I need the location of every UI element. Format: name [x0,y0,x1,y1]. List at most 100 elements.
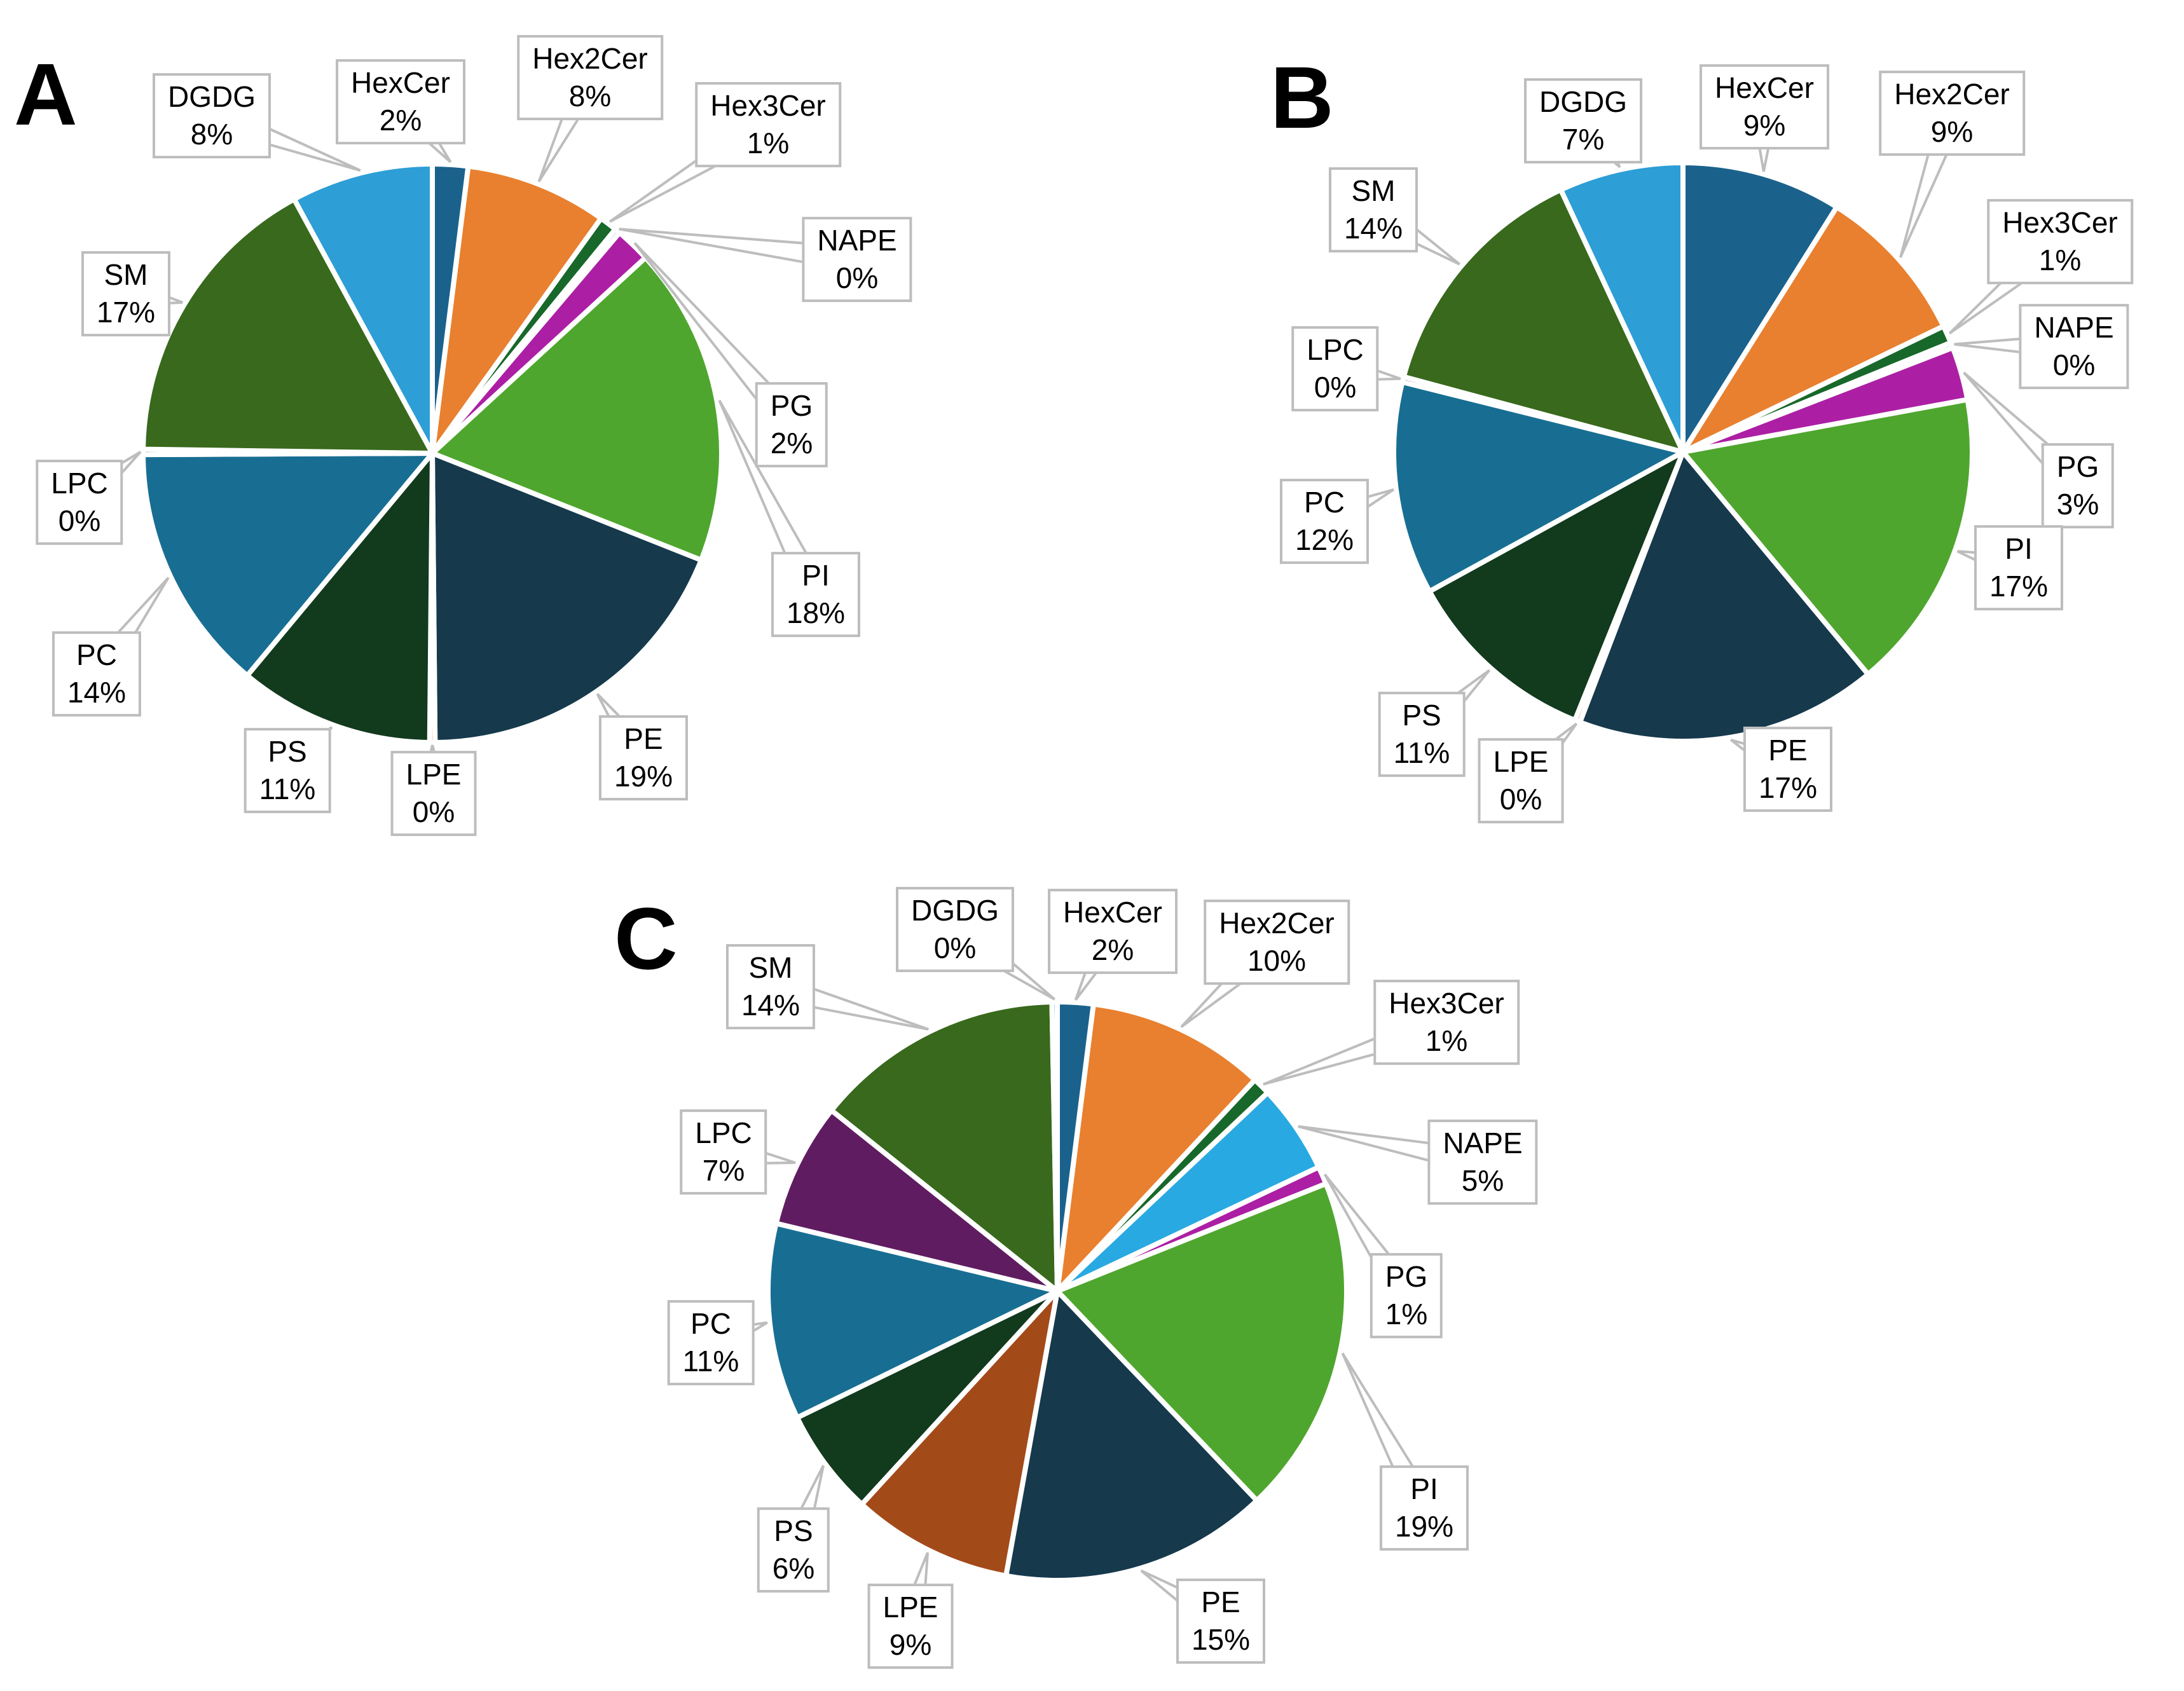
callout-label-sm: SM 17% [81,251,171,336]
pie-C-slices [766,999,1350,1583]
slice-percent: 1% [2038,243,2082,277]
slice-name: PC [1304,486,1345,519]
slice-percent: 15% [1191,1623,1251,1656]
callout-label-pc: PC 11% [667,1300,755,1385]
slice-name: LPE [883,1591,938,1624]
callout-label-nape: NAPE 5% [1427,1119,1538,1205]
pie-B-slices [1391,160,1975,744]
slice-percent: 0% [835,261,879,294]
slice-percent: 17% [1989,570,2049,603]
slice-percent: 6% [772,1552,815,1585]
pie-slice-lpe [858,1283,1062,1579]
slice-name: PC [690,1307,731,1341]
slice-percent: 0% [412,795,455,828]
slice-percent: 2% [770,427,813,460]
callout-label-ps: PS 11% [1378,692,1466,777]
panel-letter-C: C [614,890,678,988]
pie-slice-pc [766,1220,1065,1421]
slice-name: SM [1351,174,1396,208]
slice-percent: 19% [614,760,673,793]
slice-name: Hex2Cer [1894,78,2010,111]
pie-A-slices [140,161,724,746]
slice-percent: 7% [1562,123,1605,156]
callout-label-ps: PS 11% [244,728,331,813]
slice-percent: 14% [1343,212,1403,245]
callout-label-lpc: LPC 7% [680,1109,767,1195]
slice-name: Hex3Cer [1389,987,1504,1020]
pie-slice-hex2cer [430,163,605,455]
slice-name: NAPE [817,224,897,257]
callout-label-hex2cer: Hex2Cer 8% [517,35,663,120]
slice-name: SM [104,258,148,292]
callout-label-dgdg: DGDG 7% [1524,78,1642,163]
slice-name: DGDG [1539,85,1627,119]
callout-label-lpc: LPC 0% [1291,326,1379,411]
slice-percent: 10% [1247,944,1307,977]
slice-name: PS [774,1514,813,1548]
slice-percent: 2% [379,104,422,137]
slice-percent: 0% [58,504,101,537]
pie-slice-pi [1053,1180,1350,1505]
slice-name: NAPE [1443,1126,1523,1160]
slice-name: HexCer [1715,71,1814,105]
callout-label-dgdg: DGDG 0% [896,887,1014,972]
slice-name: PI [2005,532,2033,566]
pie-slice-sm [828,999,1061,1297]
slice-percent: 18% [786,596,846,629]
slice-percent: 1% [1425,1024,1468,1057]
slice-percent: 14% [67,676,127,709]
slice-percent: 2% [1091,933,1134,966]
slice-percent: 1% [746,127,790,160]
panel-letter-B: B [1270,49,1334,147]
slice-percent: 5% [1461,1164,1504,1197]
slice-percent: 0% [1314,371,1357,404]
pie-slice-hex2cer [1676,203,1947,458]
slice-percent: 8% [190,118,233,151]
pie-slice-pc [140,450,438,680]
callout-label-pe: PE 15% [1176,1578,1266,1664]
callout-label-pe: PE 17% [1743,727,1833,812]
slice-name: Hex2Cer [532,42,648,76]
slice-name: LPE [1493,745,1549,779]
slice-name: HexCer [1063,896,1162,929]
callout-label-pe: PE 19% [598,715,689,800]
pie-slice-sm [1400,186,1688,456]
callout-label-hex2cer: Hex2Cer 9% [1879,71,2025,156]
callout-label-sm: SM 14% [725,944,816,1029]
callout-label-lpc: LPC 0% [36,460,123,545]
pie-slice-pe [429,449,705,746]
callout-label-lpe: LPE 0% [1478,738,1564,823]
callout-label-hexcer: HexCer 9% [1700,64,1829,149]
callout-label-pi: PI 19% [1379,1465,1469,1551]
slice-percent: 9% [1743,109,1786,142]
slice-name: PG [770,389,813,423]
slice-name: PG [1385,1260,1428,1294]
callout-label-sm: SM 14% [1328,167,1418,252]
slice-name: DGDG [911,894,999,928]
callout-label-pg: PG 3% [2041,443,2115,528]
pie-slice-lpc [773,1107,1059,1294]
slice-name: PE [1768,734,1808,767]
pie-slice-hexcer [1680,160,1841,461]
slice-name: PI [802,559,830,592]
pie-slice-pe [1003,1285,1261,1583]
callout-label-hex3cer: Hex3Cer 1% [1373,980,1520,1065]
callout-label-dgdg: DGDG 8% [153,73,271,158]
pie-slice-sm [140,195,437,456]
pie-slice-hex2cer [1054,1001,1259,1299]
pie-slice-dgdg [1557,160,1686,453]
pie-slice-dgdg [291,161,435,455]
callout-label-hex3cer: Hex3Cer 1% [695,82,841,167]
slice-name: SM [748,951,793,985]
slice-name: PI [1410,1472,1438,1506]
pie-slice-dgdg [1049,999,1060,1292]
slice-name: Hex3Cer [710,89,826,123]
pie-slice-ps [244,446,436,746]
slice-percent: 0% [1499,783,1542,816]
pie-slice-pi [1678,396,1975,678]
slice-name: PS [1402,699,1441,732]
slice-percent: 0% [933,931,977,964]
slice-name: NAPE [2034,311,2114,345]
